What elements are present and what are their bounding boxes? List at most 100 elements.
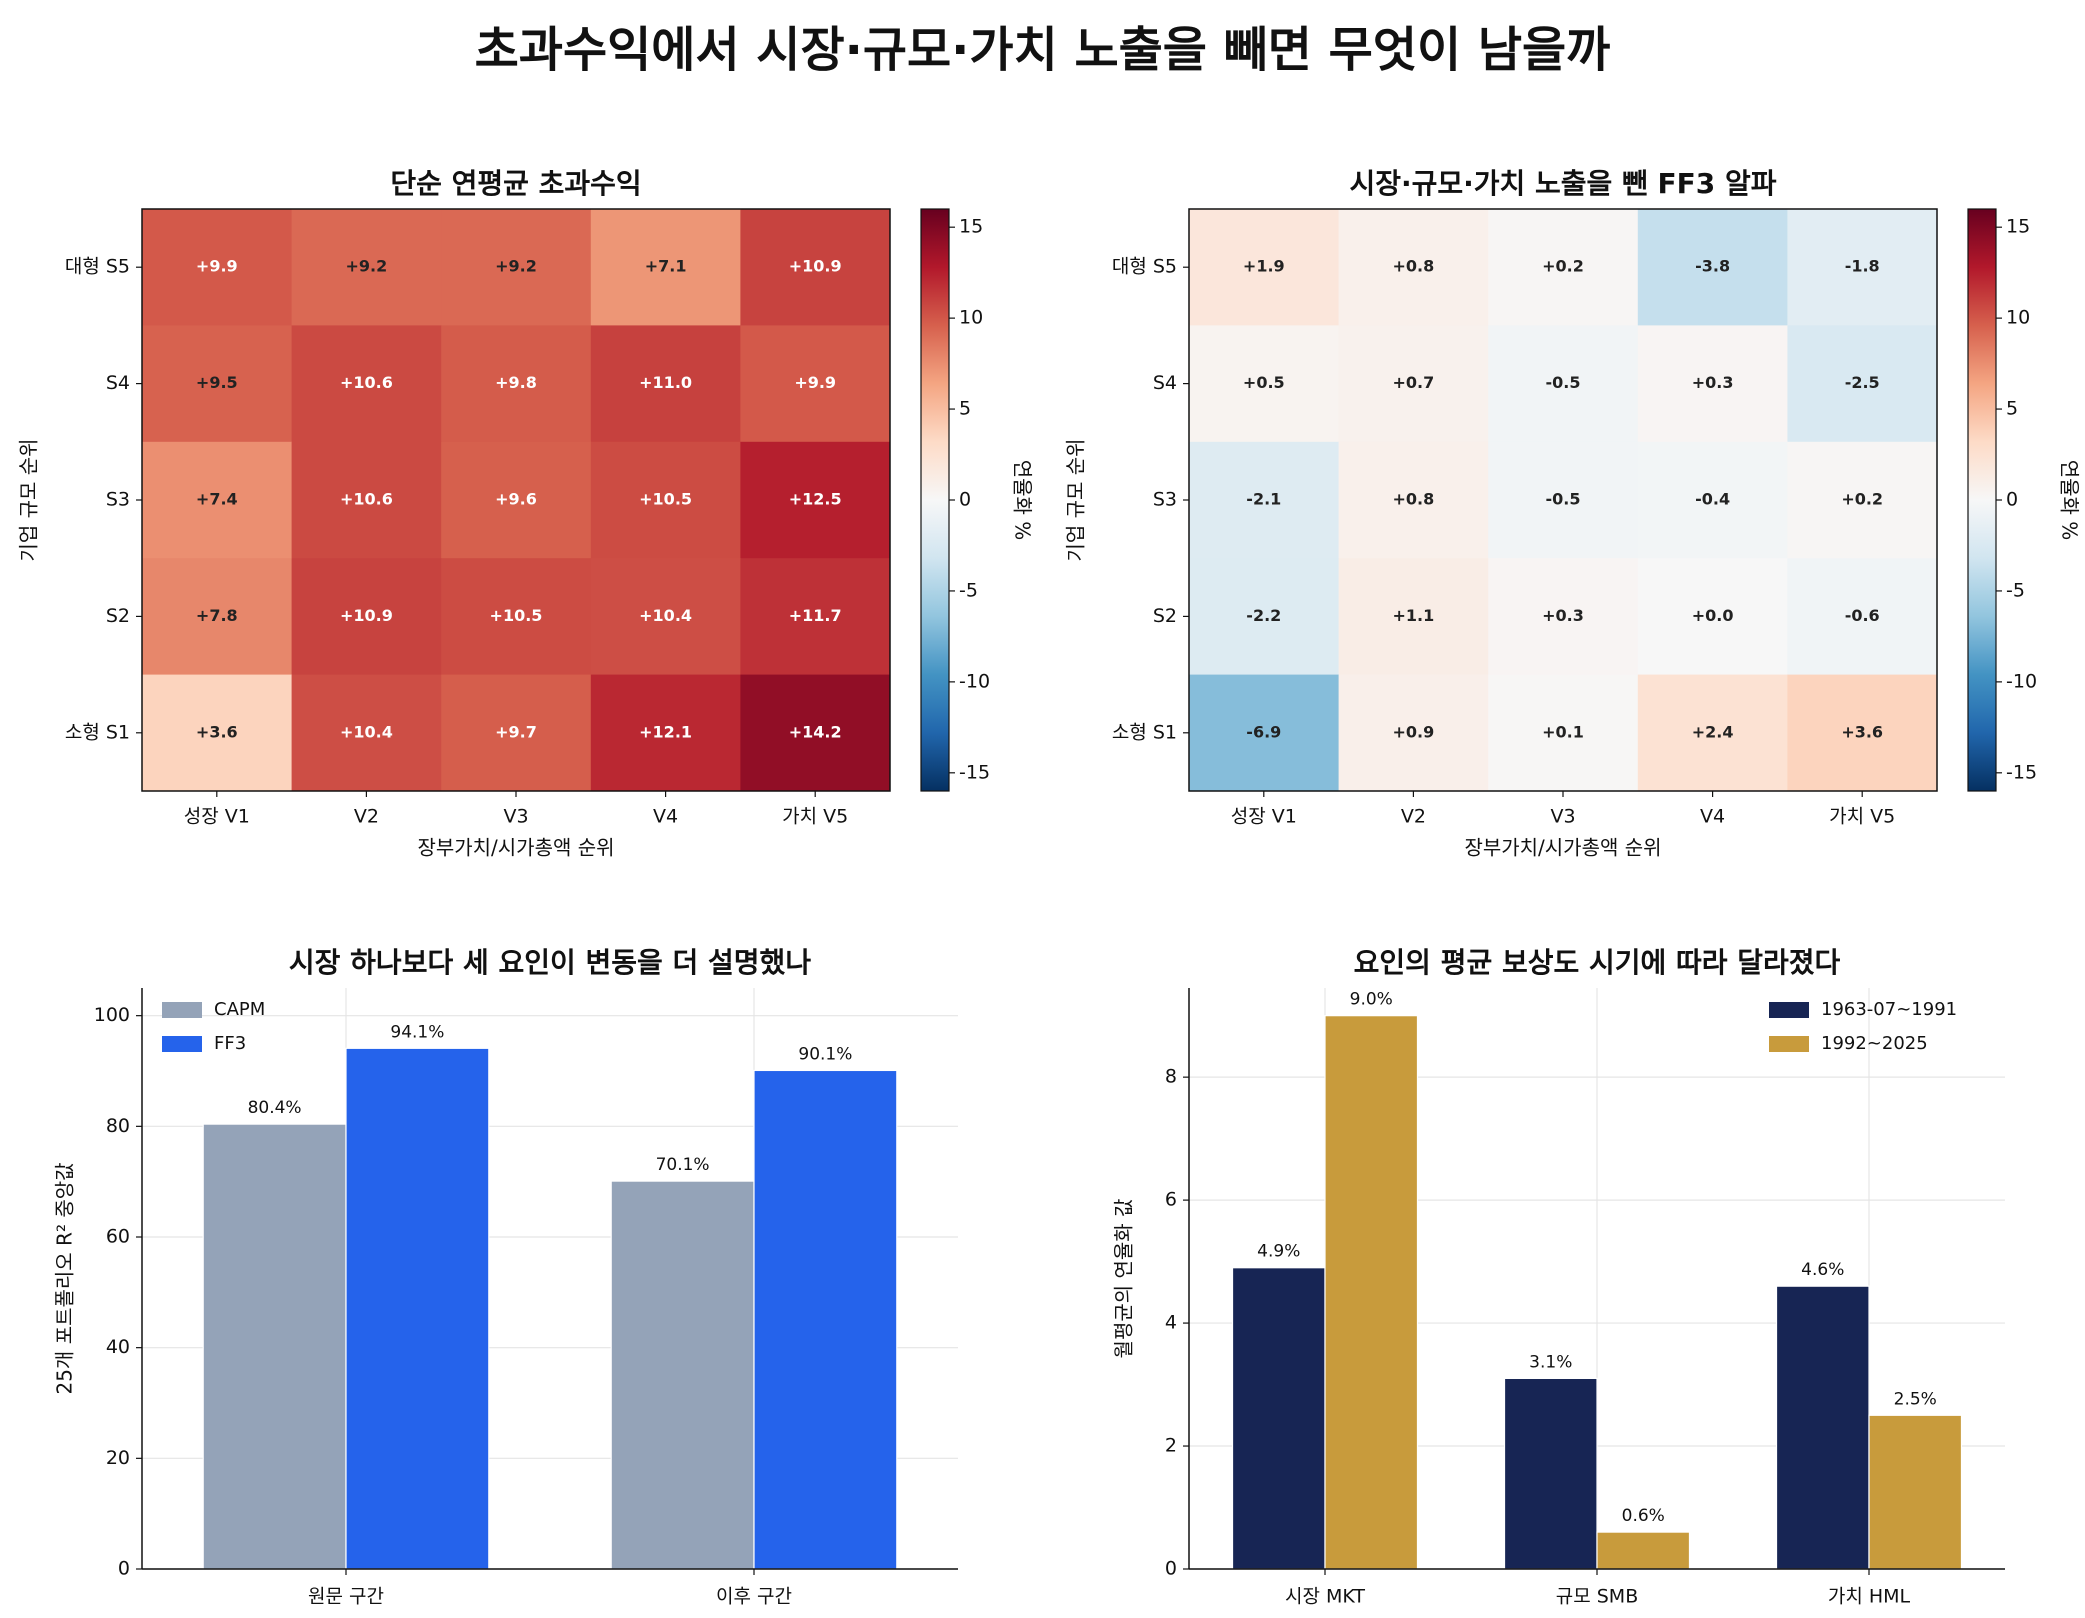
y-tick-label: 2 (1165, 1435, 1177, 1457)
heatmap-cell (740, 325, 891, 443)
heatmap-raw: +9.9 +9.2 +9.2 +7.1 +10.9 +9.5 +10.6 +9.8 +11.0 +… (17, 167, 1035, 860)
x-tick-label: V2 (354, 806, 379, 828)
colorbar-tick-label: 10 (959, 307, 983, 329)
cell-value-label: +0.5 (1243, 373, 1285, 392)
heatmap-cell (1787, 441, 1938, 559)
y-tick-label: S3 (1153, 489, 1177, 511)
cell-value-label: +10.5 (639, 490, 692, 509)
cell-value-label: +9.2 (495, 257, 537, 276)
heatmap-cell (441, 209, 592, 326)
heatmap-cell (740, 674, 891, 792)
colorbar (920, 208, 950, 792)
heatmap-cell (1637, 558, 1788, 676)
bar-chart-r2: 80.4% 94.1% 원문 구간 70.1% 90.1% 이후 구간 0 20 40 60 80 1… (53, 946, 958, 1608)
cell-value-label: +0.1 (1542, 722, 1584, 741)
colorbar-tick-label: -15 (2006, 761, 2037, 783)
heatmap-cell (1488, 209, 1639, 326)
colorbar-tick-label: 0 (2006, 489, 2018, 511)
y-tick-label: 20 (106, 1447, 130, 1469)
y-tick-label: S4 (1153, 372, 1177, 394)
cell-value-label: -1.8 (1845, 257, 1880, 276)
colorbar-tick-label: 15 (959, 216, 983, 238)
bar-value-label: 9.0% (1350, 990, 1393, 1010)
x-tick-label: V2 (1401, 806, 1426, 828)
heatmap-cell (1488, 325, 1639, 443)
colorbar-tick-label: 5 (2006, 398, 2018, 420)
heatmap-cell (1338, 674, 1489, 792)
x-tick-label: 원문 구간 (308, 1586, 384, 1608)
bar-value-label: 4.9% (1257, 1242, 1300, 1262)
y-tick-label: 소형 S1 (65, 721, 130, 743)
cell-value-label: +0.8 (1393, 257, 1435, 276)
colorbar-tick-label: -5 (2006, 579, 2025, 601)
heatmap-cell (291, 558, 442, 676)
cell-value-label: +10.5 (490, 606, 543, 625)
bar-value-label: 2.5% (1894, 1389, 1937, 1409)
legend-label: 1992~2025 (1821, 1033, 1928, 1054)
subplot-title: 요인의 평균 보상도 시기에 따라 달라졌다 (1354, 946, 1841, 979)
x-tick-label: V3 (503, 806, 528, 828)
heatmap-cell (291, 325, 442, 443)
heatmap-cell (1787, 558, 1938, 676)
subplot-title: 시장·규모·가치 노출을 뺀 FF3 알파 (1349, 167, 1776, 200)
x-tick-label: 이후 구간 (716, 1586, 792, 1608)
bar (1775, 1285, 1870, 1570)
y-tick-label: 소형 S1 (1112, 721, 1177, 743)
colorbar-tick-label: -15 (959, 761, 990, 783)
heatmap-cell (590, 325, 741, 443)
colorbar-tick-label: -10 (2006, 670, 2037, 692)
heatmap-cell (1637, 674, 1788, 792)
y-axis-label: 기업 규모 순위 (17, 438, 41, 561)
y-axis-label: 기업 규모 순위 (1064, 438, 1088, 561)
cell-value-label: +7.1 (645, 257, 687, 276)
heatmap-cell (441, 674, 592, 792)
cell-value-label: +7.4 (196, 490, 238, 509)
colorbar-label: 연율화 % (2058, 460, 2082, 541)
heatmap-cell (1637, 441, 1788, 559)
cell-value-label: +9.6 (495, 490, 537, 509)
bar-value-label: 94.1% (390, 1022, 444, 1042)
x-tick-label: 규모 SMB (1556, 1586, 1639, 1608)
legend-swatch (162, 1036, 202, 1052)
heatmap-cell (1787, 325, 1938, 443)
cell-value-label: -0.5 (1546, 373, 1581, 392)
bar-value-label: 80.4% (248, 1098, 302, 1118)
cell-value-label: +12.1 (639, 722, 692, 741)
colorbar-tick-label: -10 (959, 670, 990, 692)
heatmap-cell (1189, 441, 1340, 559)
heatmap-cell (142, 209, 293, 326)
heatmap-cell (1189, 674, 1340, 792)
cell-value-label: -2.2 (1246, 606, 1281, 625)
bar-value-label: 3.1% (1529, 1352, 1572, 1372)
colorbar-tick-label: 15 (2006, 216, 2030, 238)
cell-value-label: +10.9 (789, 257, 842, 276)
heatmap-cell (142, 558, 293, 676)
heatmap-cell (740, 209, 891, 326)
y-tick-label: 0 (1165, 1558, 1177, 1580)
cell-value-label: +1.9 (1243, 257, 1285, 276)
heatmap-cell (590, 558, 741, 676)
bar (753, 1069, 898, 1570)
cell-value-label: +10.4 (340, 722, 393, 741)
heatmap-cell (1338, 325, 1489, 443)
subplot-title: 단순 연평균 초과수익 (390, 167, 641, 200)
cell-value-label: +9.5 (196, 373, 238, 392)
heatmap-ff3: +1.9 +0.8 +0.2 -3.8 -1.8 +0.5 +0.7 -0.5 +0.3 -2.5… (1064, 167, 2082, 860)
cell-value-label: +0.8 (1393, 490, 1435, 509)
y-axis-label: 25개 포트폴리오 R² 중앙값 (53, 1162, 77, 1394)
y-tick-label: 40 (106, 1336, 130, 1358)
bar-chart-premia: 4.9% 9.0% 시장 MKT 3.1% 0.6% 규모 SMB 4.6% 2.5% 가치 H… (1112, 946, 2005, 1608)
heatmap-cell (590, 674, 741, 792)
heatmap-cell (142, 674, 293, 792)
cell-value-label: +0.2 (1542, 257, 1584, 276)
y-tick-label: S2 (106, 605, 130, 627)
heatmap-cell (142, 325, 293, 443)
legend-label: FF3 (214, 1033, 246, 1054)
heatmap-cell (291, 441, 442, 559)
y-tick-label: S4 (106, 372, 130, 394)
cell-value-label: +9.9 (794, 373, 836, 392)
heatmap-cell (441, 558, 592, 676)
heatmap-cell (1787, 674, 1938, 792)
cell-value-label: +10.6 (340, 490, 393, 509)
